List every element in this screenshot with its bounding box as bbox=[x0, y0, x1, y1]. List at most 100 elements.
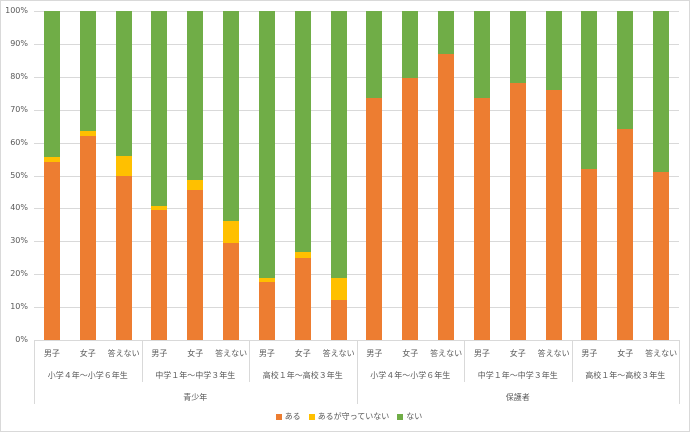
stacked-bar bbox=[545, 11, 562, 340]
bar-segment-0 bbox=[258, 282, 275, 340]
y-tick-label: 0% bbox=[15, 335, 28, 344]
bar-segment-0 bbox=[581, 168, 598, 340]
bar-segment-1 bbox=[330, 278, 347, 300]
y-tick-label: 40% bbox=[10, 203, 28, 213]
y-tick-label: 10% bbox=[10, 302, 28, 312]
y-tick-label: 90% bbox=[10, 38, 28, 48]
bar-segment-1 bbox=[115, 155, 132, 176]
subgroup-label: 小学４年～小学６年生 bbox=[370, 371, 451, 380]
category-label: 女子 bbox=[617, 349, 634, 358]
gridline bbox=[34, 142, 679, 144]
bar-segment-0 bbox=[438, 53, 455, 340]
stacked-bar bbox=[366, 11, 383, 340]
category-label: 男子 bbox=[366, 349, 383, 358]
bar-segment-2 bbox=[438, 11, 455, 54]
y-tick-label: 20% bbox=[10, 269, 28, 279]
bar-segment-0 bbox=[223, 242, 240, 340]
group-label: 青少年 bbox=[183, 393, 208, 402]
bar-segment-1 bbox=[294, 252, 311, 258]
gridline bbox=[34, 109, 679, 111]
gridline bbox=[34, 208, 679, 210]
bar-segment-0 bbox=[187, 190, 204, 340]
category-label: 答えない bbox=[430, 349, 463, 358]
bar-segment-0 bbox=[43, 162, 60, 340]
category-label: 男子 bbox=[151, 349, 168, 358]
category-label: 女子 bbox=[79, 349, 96, 358]
bar-segment-2 bbox=[617, 11, 634, 130]
stacked-bar bbox=[294, 11, 311, 340]
bar-segment-0 bbox=[115, 175, 132, 340]
bar-segment-2 bbox=[366, 11, 383, 99]
bar-segment-2 bbox=[581, 11, 598, 169]
subgroup-label: 高校１年～高校３年生 bbox=[585, 371, 666, 380]
bar-segment-2 bbox=[653, 11, 670, 173]
gridline bbox=[34, 241, 679, 243]
y-tick-label: 50% bbox=[10, 170, 28, 180]
gridline bbox=[34, 274, 679, 276]
category-label: 女子 bbox=[187, 349, 204, 358]
bar-segment-2 bbox=[223, 11, 240, 221]
axis-divider bbox=[356, 340, 358, 404]
y-tick-label: 30% bbox=[10, 236, 28, 246]
category-label: 答えない bbox=[322, 349, 355, 358]
axis-divider bbox=[141, 340, 143, 382]
category-label: 男子 bbox=[258, 349, 275, 358]
bar-segment-2 bbox=[79, 11, 96, 132]
category-label: 女子 bbox=[509, 349, 526, 358]
subgroup-label: 高校１年～高校３年生 bbox=[262, 371, 343, 380]
group-label: 保護者 bbox=[505, 393, 530, 402]
bar-segment-2 bbox=[151, 11, 168, 207]
stacked-bar bbox=[438, 11, 455, 340]
y-tick-label: 80% bbox=[10, 71, 28, 81]
stacked-bar bbox=[653, 11, 670, 340]
legend-label: ない bbox=[406, 412, 423, 421]
stacked-bar bbox=[187, 11, 204, 340]
bar-segment-1 bbox=[43, 157, 60, 163]
bar-segment-0 bbox=[653, 172, 670, 340]
bar-segment-2 bbox=[402, 11, 419, 79]
stacked-bar bbox=[330, 11, 347, 340]
bar-segment-2 bbox=[258, 11, 275, 279]
legend-label: あるが守っていない bbox=[317, 412, 390, 421]
bar-segment-0 bbox=[330, 299, 347, 340]
bar-segment-1 bbox=[258, 278, 275, 283]
category-label: 男子 bbox=[43, 349, 60, 358]
bar-segment-2 bbox=[43, 11, 60, 158]
bar-segment-0 bbox=[545, 89, 562, 340]
stacked-bar bbox=[258, 11, 275, 340]
stacked-bar bbox=[581, 11, 598, 340]
legend-swatch bbox=[397, 413, 404, 420]
category-label: 答えない bbox=[537, 349, 570, 358]
stacked-bar bbox=[473, 11, 490, 340]
y-tick-label: 60% bbox=[10, 137, 28, 147]
legend: ある あるが守っていない ない bbox=[0, 411, 690, 422]
stacked-bar bbox=[402, 11, 419, 340]
bar-segment-1 bbox=[151, 206, 168, 211]
stacked-bar bbox=[43, 11, 60, 340]
category-label: 女子 bbox=[294, 349, 311, 358]
bar-segment-0 bbox=[402, 78, 419, 340]
stacked-bar bbox=[223, 11, 240, 340]
subgroup-label: 小学４年～小学６年生 bbox=[47, 371, 128, 380]
bar-segment-2 bbox=[330, 11, 347, 279]
bar-segment-1 bbox=[187, 180, 204, 191]
bar-segment-2 bbox=[509, 11, 526, 84]
y-tick-label: 100% bbox=[5, 6, 28, 15]
bar-segment-0 bbox=[617, 129, 634, 340]
gridline bbox=[34, 11, 679, 12]
category-label: 答えない bbox=[645, 349, 678, 358]
bar-segment-2 bbox=[473, 11, 490, 99]
bar-segment-0 bbox=[366, 98, 383, 340]
axis-divider bbox=[249, 340, 250, 382]
bar-segment-2 bbox=[545, 11, 562, 90]
legend-swatch bbox=[308, 413, 315, 420]
stacked-bar bbox=[115, 11, 132, 340]
stacked-bar bbox=[151, 11, 168, 340]
bar-segment-0 bbox=[473, 98, 490, 340]
category-label: 女子 bbox=[402, 349, 419, 358]
category-label: 答えない bbox=[107, 349, 140, 358]
subgroup-label: 中学１年～中学３年生 bbox=[155, 371, 236, 380]
gridline bbox=[34, 43, 679, 45]
bar-segment-2 bbox=[115, 11, 132, 156]
axis-divider bbox=[571, 340, 573, 382]
